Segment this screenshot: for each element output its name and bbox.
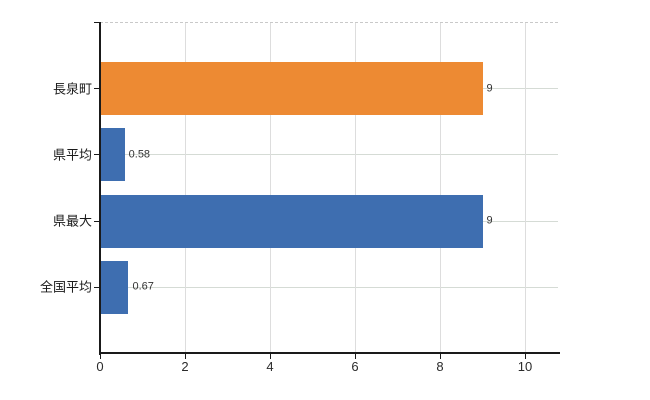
x-axis-tick-label: 2 xyxy=(181,359,189,374)
x-axis-tick-label: 10 xyxy=(517,359,533,374)
x-axis-tick xyxy=(185,354,186,359)
category-label: 県平均 xyxy=(52,147,92,163)
bar-value-label: 9 xyxy=(486,82,493,94)
category-label: 県最大 xyxy=(52,213,92,229)
x-axis-line xyxy=(99,352,560,354)
bar-value-label: 9 xyxy=(486,214,493,227)
y-axis-category-tick xyxy=(94,220,100,222)
y-axis-top-tick xyxy=(94,21,100,23)
x-axis-tick xyxy=(355,354,356,359)
x-axis-tick-label: 0 xyxy=(96,359,104,374)
x-axis-tick-label: 4 xyxy=(266,359,274,374)
horizontal-gridline xyxy=(100,154,558,156)
y-axis-category-tick xyxy=(94,286,100,288)
y-axis-category-tick xyxy=(94,154,100,156)
bar-value-label: 0.67 xyxy=(132,280,154,293)
vertical-gridline xyxy=(525,22,526,353)
y-axis-category-tick xyxy=(94,88,100,89)
plot-top-border xyxy=(100,22,558,23)
x-axis-tick xyxy=(270,354,271,359)
bar-value-label: 0.58 xyxy=(128,148,151,161)
horizontal-gridline xyxy=(100,286,558,288)
vertical-gridline xyxy=(270,22,271,353)
x-axis-tick xyxy=(100,354,101,359)
vertical-gridline xyxy=(185,22,186,353)
bar-全国平均 xyxy=(100,260,129,314)
x-axis-tick-label: 8 xyxy=(436,359,444,374)
y-axis-line xyxy=(99,22,101,355)
category-label: 全国平均 xyxy=(39,279,92,295)
x-axis-tick-label: 6 xyxy=(351,359,359,374)
bar-県平均 xyxy=(100,128,125,182)
x-axis-tick xyxy=(525,354,526,359)
x-axis-tick xyxy=(440,354,441,359)
bar-長泉町 xyxy=(100,62,483,115)
vertical-gridline xyxy=(440,22,441,353)
category-label: 長泉町 xyxy=(52,81,92,96)
bar-県最大 xyxy=(100,194,483,248)
vertical-gridline xyxy=(355,22,356,353)
